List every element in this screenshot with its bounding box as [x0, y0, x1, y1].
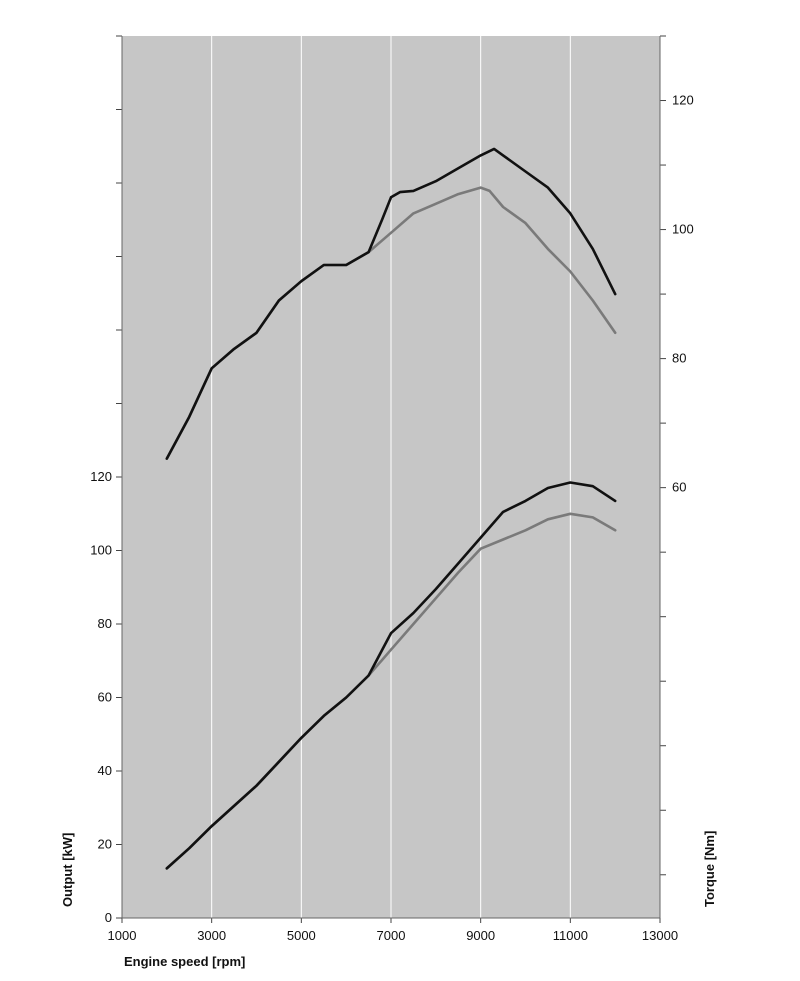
y-left-tick-label: 100 — [90, 543, 112, 558]
y-right-tick-label: 80 — [672, 351, 686, 366]
y-right-tick-label: 60 — [672, 480, 686, 495]
x-tick-label: 11000 — [553, 928, 588, 943]
output-line-dark — [165, 481, 617, 870]
x-tick-label: 13000 — [642, 928, 678, 943]
y-left-tick-label: 0 — [105, 910, 112, 925]
y-left-tick-label: 40 — [98, 763, 112, 778]
y-right-tick-label: 100 — [672, 222, 694, 237]
axes — [116, 35, 666, 923]
x-tick-label: 7000 — [377, 928, 406, 943]
y-left-tick-label: 80 — [98, 616, 112, 631]
y-right-axis-title: Torque [Nm] — [702, 831, 717, 907]
x-tick-label: 9000 — [466, 928, 495, 943]
y-left-tick-label: 20 — [98, 837, 112, 852]
y-left-tick-label: 120 — [90, 469, 112, 484]
y-left-axis-title: Output [kW] — [60, 833, 75, 907]
x-tick-label: 1000 — [108, 928, 137, 943]
x-tick-label: 3000 — [197, 928, 226, 943]
series-group — [165, 147, 617, 870]
y-right-tick-label: 120 — [672, 93, 694, 108]
x-tick-label: 5000 — [287, 928, 316, 943]
x-axis-title: Engine speed [rpm] — [124, 954, 245, 969]
torque-line-dark — [165, 147, 617, 460]
y-left-tick-label: 60 — [98, 690, 112, 705]
labels: 1000 3000 5000 7000 9000 11000 13000 0 20 40 60 80 1… — [90, 93, 693, 943]
